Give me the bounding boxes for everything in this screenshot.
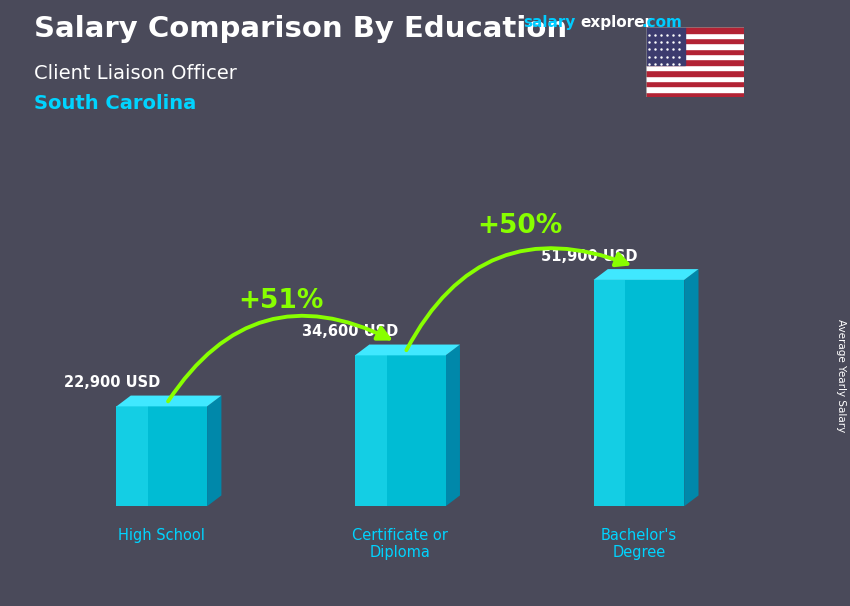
Text: High School: High School xyxy=(118,528,205,543)
Text: 34,600 USD: 34,600 USD xyxy=(302,324,399,339)
Polygon shape xyxy=(355,345,460,355)
Text: .com: .com xyxy=(642,15,683,30)
Bar xyxy=(646,65,744,70)
Text: 22,900 USD: 22,900 USD xyxy=(64,375,160,390)
Text: Salary Comparison By Education: Salary Comparison By Education xyxy=(34,15,567,43)
Bar xyxy=(646,27,685,65)
Bar xyxy=(646,33,744,38)
Polygon shape xyxy=(445,345,460,506)
Bar xyxy=(646,81,744,86)
Text: Certificate or
Diploma: Certificate or Diploma xyxy=(353,528,448,561)
Text: Bachelor's
Degree: Bachelor's Degree xyxy=(601,528,677,561)
Text: salary: salary xyxy=(523,15,575,30)
Polygon shape xyxy=(116,396,221,407)
Bar xyxy=(646,59,744,65)
Polygon shape xyxy=(593,269,699,280)
Bar xyxy=(593,280,684,506)
Bar xyxy=(646,76,744,81)
Bar xyxy=(593,280,626,506)
Polygon shape xyxy=(207,396,221,506)
Bar xyxy=(116,407,207,506)
Text: Client Liaison Officer: Client Liaison Officer xyxy=(34,64,237,82)
Bar xyxy=(646,70,744,76)
Bar xyxy=(646,86,744,92)
Bar xyxy=(646,27,744,33)
Bar xyxy=(646,92,744,97)
Text: explorer: explorer xyxy=(581,15,653,30)
Text: 51,900 USD: 51,900 USD xyxy=(541,248,637,264)
Bar xyxy=(646,44,744,48)
Bar xyxy=(116,407,148,506)
Text: Average Yearly Salary: Average Yearly Salary xyxy=(836,319,846,432)
Bar xyxy=(355,355,445,506)
Bar xyxy=(646,54,744,59)
Text: South Carolina: South Carolina xyxy=(34,94,196,113)
Bar xyxy=(646,48,744,54)
Bar xyxy=(646,38,744,44)
Text: +50%: +50% xyxy=(477,213,562,239)
Polygon shape xyxy=(684,269,699,506)
Text: +51%: +51% xyxy=(238,288,324,315)
Bar xyxy=(355,355,387,506)
